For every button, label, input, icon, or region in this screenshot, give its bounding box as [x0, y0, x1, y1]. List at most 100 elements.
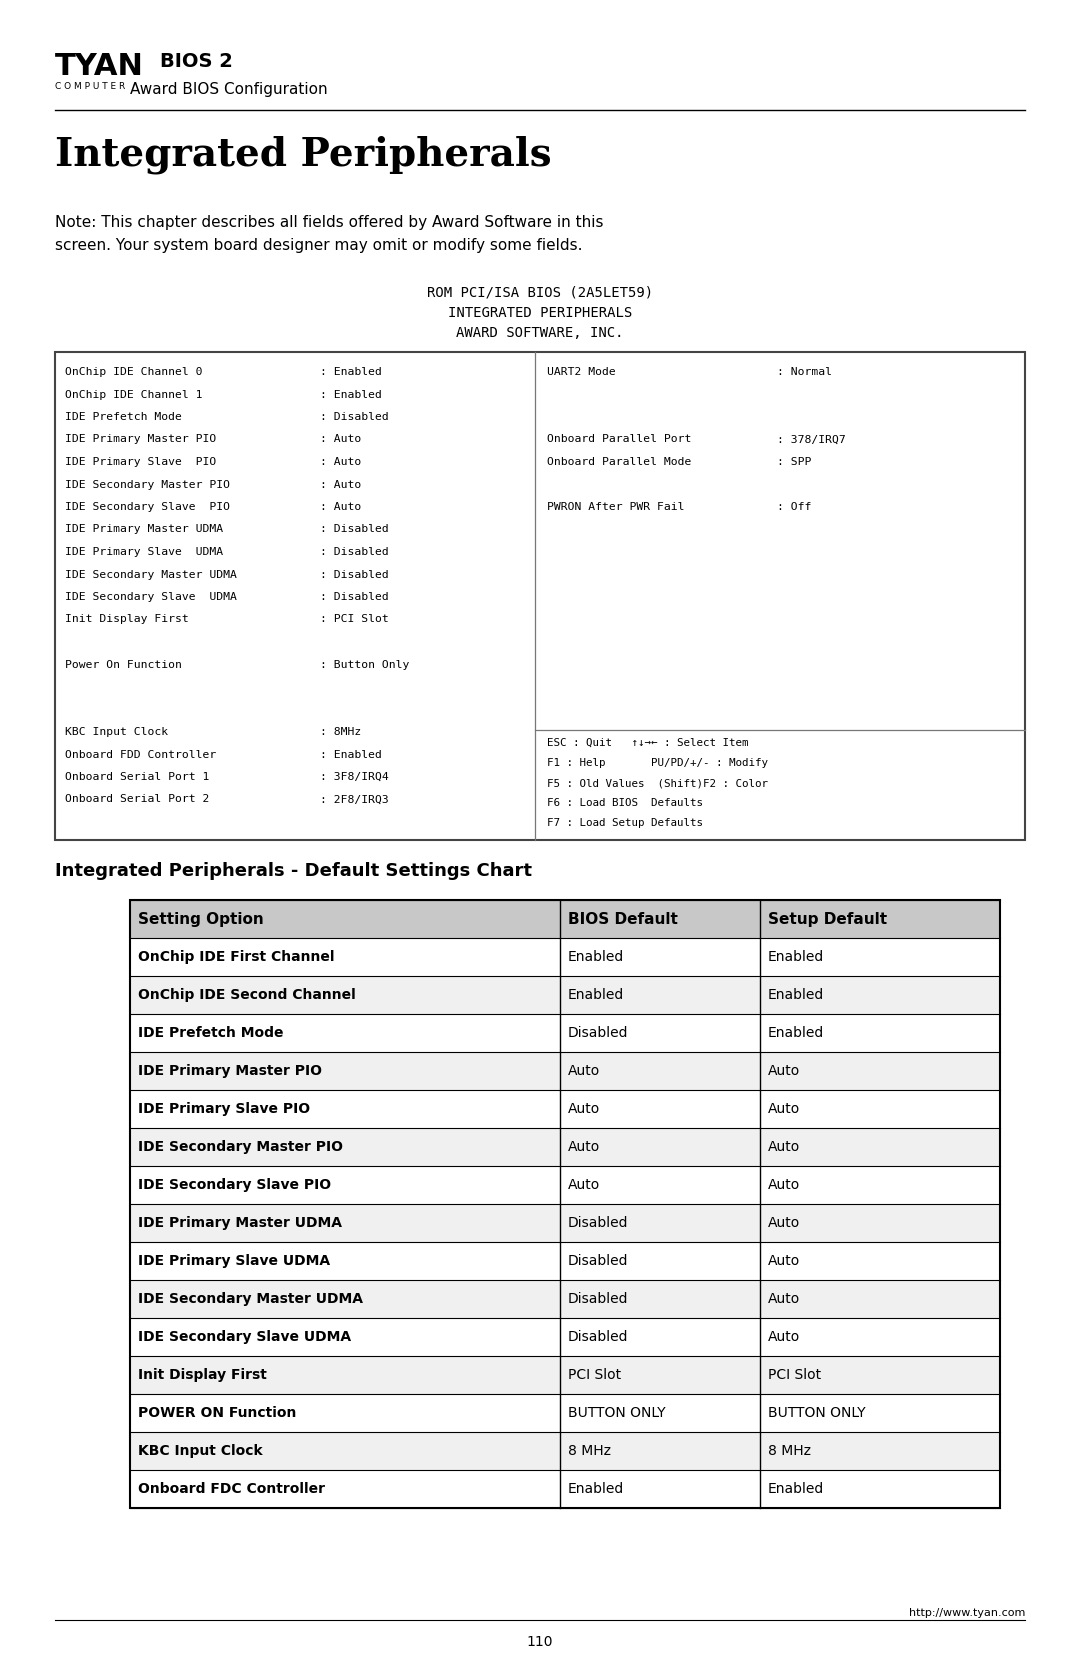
Bar	[130, 1432, 1000, 1470]
Text: Enabled: Enabled	[768, 1026, 824, 1040]
Text: POWER ON Function: POWER ON Function	[138, 1405, 296, 1420]
Text: TYAN: TYAN	[55, 52, 144, 82]
Text: Enabled: Enabled	[568, 1482, 624, 1495]
Text: ESC : Quit   ↑↓→← : Select Item: ESC : Quit ↑↓→← : Select Item	[546, 738, 748, 748]
Text: : 3F8/IRQ4: : 3F8/IRQ4	[320, 773, 389, 783]
Bar	[130, 976, 1000, 1015]
Bar	[130, 900, 1000, 938]
Text: Auto: Auto	[568, 1065, 600, 1078]
Text: Enabled: Enabled	[768, 950, 824, 965]
Text: AWARD SOFTWARE, INC.: AWARD SOFTWARE, INC.	[456, 325, 624, 340]
Text: : Enabled: : Enabled	[320, 389, 382, 399]
Text: : Disabled: : Disabled	[320, 412, 389, 422]
Text: F7 : Load Setup Defaults: F7 : Load Setup Defaults	[546, 818, 703, 828]
Text: KBC Input Clock: KBC Input Clock	[65, 728, 168, 738]
Text: C O M P U T E R: C O M P U T E R	[55, 82, 125, 92]
Text: Enabled: Enabled	[768, 988, 824, 1001]
Text: : Off: : Off	[777, 502, 811, 512]
Text: : Enabled: : Enabled	[320, 749, 382, 759]
Text: Onboard FDC Controller: Onboard FDC Controller	[138, 1482, 325, 1495]
Text: IDE Prefetch Mode: IDE Prefetch Mode	[138, 1026, 283, 1040]
Text: INTEGRATED PERIPHERALS: INTEGRATED PERIPHERALS	[448, 305, 632, 320]
Bar	[130, 1242, 1000, 1280]
Text: Note: This chapter describes all fields offered by Award Software in this: Note: This chapter describes all fields …	[55, 215, 604, 230]
Text: Init Display First: Init Display First	[65, 614, 189, 624]
Text: IDE Primary Master PIO: IDE Primary Master PIO	[138, 1065, 322, 1078]
Text: Enabled: Enabled	[568, 988, 624, 1001]
Text: Init Display First: Init Display First	[138, 1369, 267, 1382]
Text: BUTTON ONLY: BUTTON ONLY	[768, 1405, 866, 1420]
Text: IDE Secondary Slave UDMA: IDE Secondary Slave UDMA	[138, 1330, 351, 1344]
Bar	[130, 1015, 1000, 1051]
Bar	[130, 1128, 1000, 1167]
Text: Onboard Parallel Port: Onboard Parallel Port	[546, 434, 691, 444]
Text: OnChip IDE Second Channel: OnChip IDE Second Channel	[138, 988, 355, 1001]
Text: : PCI Slot: : PCI Slot	[320, 614, 389, 624]
Text: F1 : Help       PU/PD/+/- : Modify: F1 : Help PU/PD/+/- : Modify	[546, 758, 768, 768]
Text: Auto: Auto	[568, 1102, 600, 1117]
Text: : 2F8/IRQ3: : 2F8/IRQ3	[320, 794, 389, 804]
Text: IDE Secondary Master UDMA: IDE Secondary Master UDMA	[65, 569, 237, 579]
Text: 8 MHz: 8 MHz	[568, 1444, 611, 1459]
Text: IDE Secondary Master PIO: IDE Secondary Master PIO	[138, 1140, 343, 1153]
Text: IDE Primary Master PIO: IDE Primary Master PIO	[65, 434, 216, 444]
Text: F6 : Load BIOS  Defaults: F6 : Load BIOS Defaults	[546, 798, 703, 808]
Text: IDE Secondary Master UDMA: IDE Secondary Master UDMA	[138, 1292, 363, 1307]
Text: PWRON After PWR Fail: PWRON After PWR Fail	[546, 502, 685, 512]
Text: 110: 110	[527, 1636, 553, 1649]
Text: : Auto: : Auto	[320, 502, 361, 512]
Text: IDE Primary Slave  UDMA: IDE Primary Slave UDMA	[65, 547, 224, 557]
Text: : 8MHz: : 8MHz	[320, 728, 361, 738]
Text: F5 : Old Values  (Shift)F2 : Color: F5 : Old Values (Shift)F2 : Color	[546, 778, 768, 788]
Text: KBC Input Clock: KBC Input Clock	[138, 1444, 262, 1459]
Text: Disabled: Disabled	[568, 1026, 629, 1040]
Text: IDE Primary Master UDMA: IDE Primary Master UDMA	[65, 524, 224, 534]
Text: Onboard FDD Controller: Onboard FDD Controller	[65, 749, 216, 759]
Text: Integrated Peripherals - Default Settings Chart: Integrated Peripherals - Default Setting…	[55, 861, 532, 880]
Text: Power On Function: Power On Function	[65, 659, 181, 669]
Text: IDE Prefetch Mode: IDE Prefetch Mode	[65, 412, 181, 422]
Text: : Auto: : Auto	[320, 479, 361, 489]
Text: 8 MHz: 8 MHz	[768, 1444, 811, 1459]
Text: Enabled: Enabled	[768, 1482, 824, 1495]
Text: BUTTON ONLY: BUTTON ONLY	[568, 1405, 665, 1420]
Text: Disabled: Disabled	[568, 1253, 629, 1268]
Text: : Disabled: : Disabled	[320, 524, 389, 534]
Text: Disabled: Disabled	[568, 1292, 629, 1307]
Text: Onboard Serial Port 2: Onboard Serial Port 2	[65, 794, 210, 804]
Text: : Normal: : Normal	[777, 367, 832, 377]
Bar	[130, 1090, 1000, 1128]
Text: Auto: Auto	[768, 1178, 800, 1192]
Bar	[130, 1319, 1000, 1355]
Text: Enabled: Enabled	[568, 950, 624, 965]
Text: BIOS 2: BIOS 2	[160, 52, 233, 72]
Text: Auto: Auto	[568, 1178, 600, 1192]
Text: : Disabled: : Disabled	[320, 569, 389, 579]
Text: Auto: Auto	[568, 1140, 600, 1153]
Text: ROM PCI/ISA BIOS (2A5LET59): ROM PCI/ISA BIOS (2A5LET59)	[427, 285, 653, 300]
Text: Auto: Auto	[768, 1253, 800, 1268]
Text: Auto: Auto	[768, 1292, 800, 1307]
Text: OnChip IDE Channel 1: OnChip IDE Channel 1	[65, 389, 203, 399]
Text: IDE Secondary Master PIO: IDE Secondary Master PIO	[65, 479, 230, 489]
Text: : Disabled: : Disabled	[320, 547, 389, 557]
Text: Auto: Auto	[768, 1330, 800, 1344]
Text: Auto: Auto	[768, 1065, 800, 1078]
Text: : Auto: : Auto	[320, 434, 361, 444]
Text: : SPP: : SPP	[777, 457, 811, 467]
Bar	[55, 352, 1025, 840]
Text: Onboard Serial Port 1: Onboard Serial Port 1	[65, 773, 210, 783]
Text: Auto: Auto	[768, 1140, 800, 1153]
Text: UART2 Mode: UART2 Mode	[546, 367, 616, 377]
Bar	[130, 1394, 1000, 1432]
Text: IDE Secondary Slave  PIO: IDE Secondary Slave PIO	[65, 502, 230, 512]
Text: screen. Your system board designer may omit or modify some fields.: screen. Your system board designer may o…	[55, 239, 582, 254]
Text: : Disabled: : Disabled	[320, 592, 389, 603]
Bar	[130, 1051, 1000, 1090]
Text: IDE Primary Slave PIO: IDE Primary Slave PIO	[138, 1102, 310, 1117]
Text: Disabled: Disabled	[568, 1217, 629, 1230]
Text: : Auto: : Auto	[320, 457, 361, 467]
Bar	[130, 1470, 1000, 1509]
Text: http://www.tyan.com: http://www.tyan.com	[908, 1607, 1025, 1617]
Text: IDE Secondary Slave PIO: IDE Secondary Slave PIO	[138, 1178, 332, 1192]
